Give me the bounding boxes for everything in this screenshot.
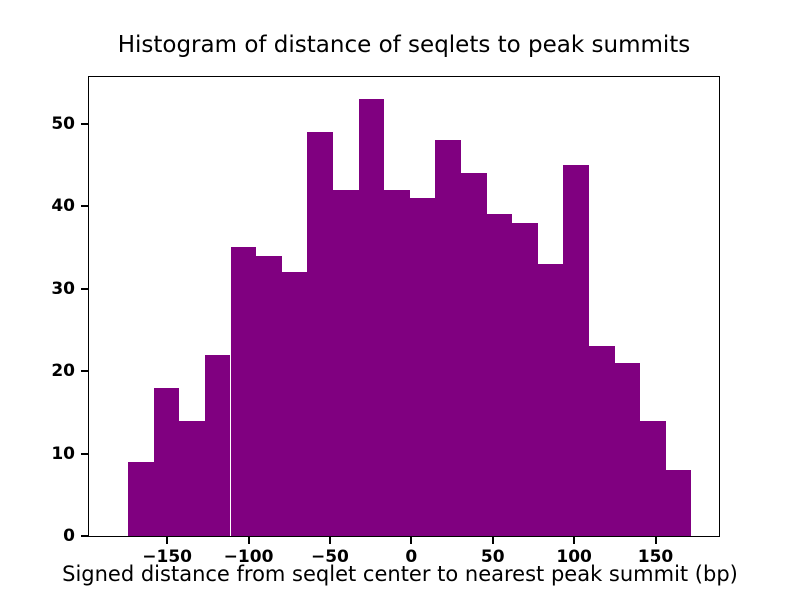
histogram-bar xyxy=(153,387,180,536)
histogram-bar xyxy=(614,362,641,536)
histogram-bar xyxy=(230,247,257,536)
y-tick-label: 50 xyxy=(51,113,75,134)
y-tick-mark xyxy=(81,287,88,290)
histogram-bar xyxy=(256,255,282,536)
x-tick-mark xyxy=(654,537,657,544)
histogram-bar xyxy=(384,189,410,536)
x-tick-label: −150 xyxy=(142,547,192,567)
y-tick-mark xyxy=(81,535,88,537)
histogram-bar xyxy=(128,461,154,536)
histogram-bar xyxy=(460,173,487,536)
histogram-bar xyxy=(589,346,615,536)
histogram-bar xyxy=(665,470,692,536)
x-tick-mark xyxy=(410,537,413,544)
histogram-bar xyxy=(307,131,333,536)
y-tick-mark xyxy=(81,370,88,373)
x-tick-mark xyxy=(166,537,169,544)
histogram-bar xyxy=(179,420,205,536)
x-tick-mark xyxy=(247,537,250,544)
chart-title: Histogram of distance of seqlets to peak… xyxy=(117,32,691,58)
histogram-bar xyxy=(281,272,308,536)
y-tick-label: 0 xyxy=(63,526,75,546)
x-tick-label: 100 xyxy=(556,547,592,567)
histogram-bar xyxy=(512,222,538,536)
x-tick-mark xyxy=(491,537,494,544)
y-tick-label: 40 xyxy=(51,196,75,217)
histogram-bar xyxy=(486,214,513,536)
y-tick-label: 10 xyxy=(51,443,75,464)
histogram-bar xyxy=(640,420,666,536)
histogram-bar xyxy=(204,354,231,536)
histogram-bar xyxy=(409,197,436,536)
y-tick-label: 30 xyxy=(51,278,75,299)
x-tick-mark xyxy=(573,537,576,544)
x-tick-label: −100 xyxy=(223,547,274,567)
x-tick-label: 50 xyxy=(480,547,505,567)
y-tick-label: 20 xyxy=(51,361,75,382)
x-tick-mark xyxy=(328,537,331,544)
histogram-bar xyxy=(537,263,564,536)
y-tick-mark xyxy=(81,205,88,208)
histogram-bar xyxy=(435,140,461,536)
histogram-bar xyxy=(332,189,359,536)
histogram-bar xyxy=(563,164,589,536)
y-tick-mark xyxy=(81,452,88,455)
x-axis-label: Signed distance from seqlet center to ne… xyxy=(62,562,738,586)
plot-area xyxy=(88,76,720,537)
x-tick-label: 0 xyxy=(405,547,418,567)
x-tick-label: 150 xyxy=(637,547,674,567)
histogram-bar xyxy=(358,98,385,536)
x-tick-label: −50 xyxy=(310,547,349,567)
y-tick-mark xyxy=(81,122,88,125)
